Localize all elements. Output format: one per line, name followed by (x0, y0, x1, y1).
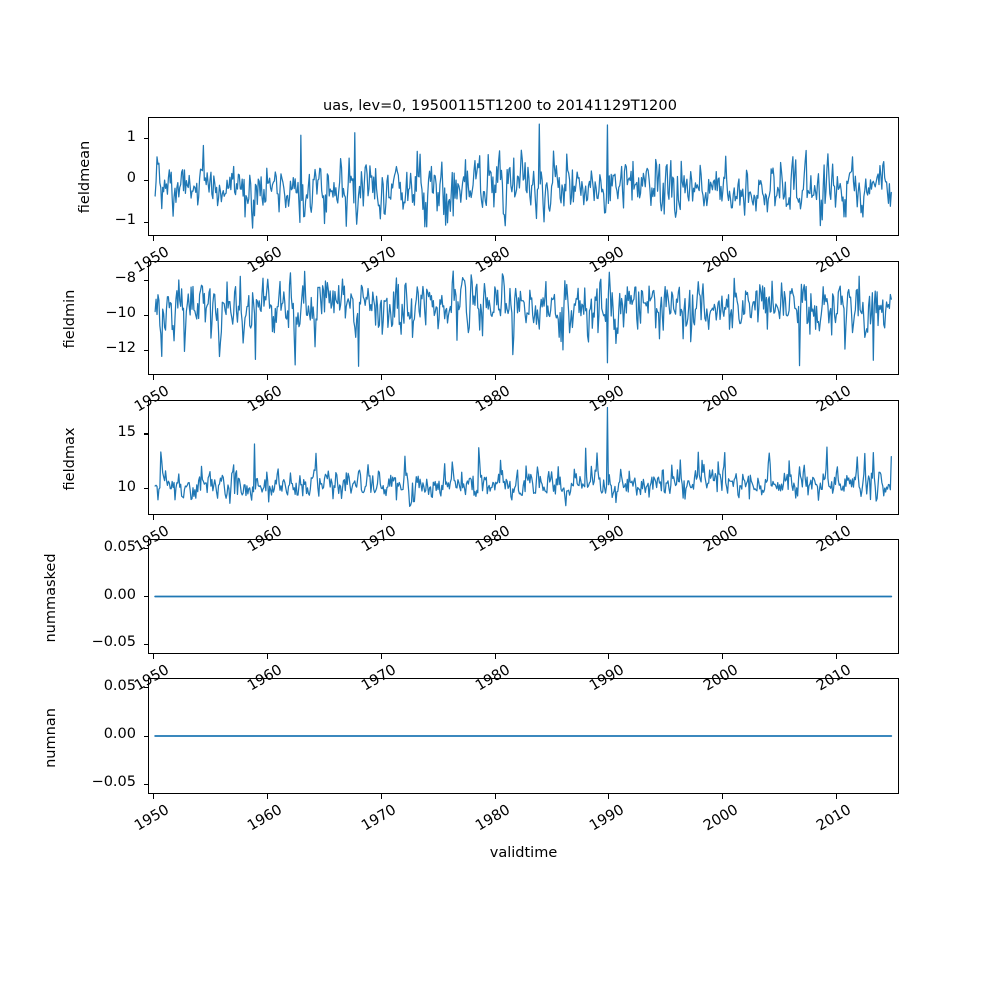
x-tick-mark (608, 375, 610, 380)
subplot-fieldmin (148, 261, 899, 375)
y-tick-label: 0 (126, 170, 136, 187)
x-tick-mark (494, 515, 496, 520)
y-tick-label: −1 (114, 212, 136, 229)
y-tick-mark (143, 735, 148, 737)
y-tick-mark (143, 314, 148, 316)
x-tick-mark (835, 794, 837, 799)
x-tick-mark (722, 654, 724, 659)
x-tick-mark (608, 794, 610, 799)
x-tick-mark (266, 654, 269, 659)
x-tick-mark (380, 515, 382, 520)
x-tick-mark (722, 794, 724, 799)
numnan-line-plot (149, 679, 898, 793)
y-tick-label: 10 (117, 478, 136, 495)
subplot-numnan (148, 678, 899, 794)
y-tick-mark (143, 221, 148, 223)
figure-title: uas, lev=0, 19500115T1200 to 20141129T12… (322, 98, 678, 114)
fieldmean-series (155, 124, 891, 228)
x-tick-mark (380, 236, 382, 241)
subplot-fieldmax (148, 400, 899, 515)
y-tick-mark (143, 179, 148, 182)
y-tick-label: 1 (126, 128, 136, 145)
y-tick-label: 0.05 (103, 677, 136, 694)
x-tick-mark (153, 515, 155, 520)
x-tick-mark (835, 515, 837, 520)
x-tick-mark (153, 375, 155, 380)
x-tick-mark (608, 515, 610, 520)
x-tick-mark (153, 794, 155, 799)
x-tick-mark (835, 375, 837, 380)
x-tick-mark (153, 654, 155, 659)
x-tick-mark (494, 375, 496, 380)
x-tick-mark (153, 236, 155, 241)
y-tick-label: 0.00 (103, 586, 136, 603)
x-tick-mark (835, 236, 837, 241)
ylabel-fieldmax: fieldmax (62, 427, 78, 491)
y-tick-mark (143, 687, 148, 689)
x-tick-mark (494, 794, 496, 799)
y-tick-label: 0.00 (103, 726, 136, 742)
nummasked-line-plot (149, 540, 898, 653)
x-tick-mark (494, 654, 496, 659)
x-tick-mark (835, 654, 837, 659)
y-tick-mark (143, 783, 148, 785)
x-tick-mark (266, 515, 269, 520)
x-tick-mark (266, 375, 269, 380)
xlabel: validtime (489, 845, 558, 861)
fieldmin-series (155, 271, 891, 366)
y-tick-mark (143, 643, 148, 645)
y-tick-mark (143, 349, 148, 352)
x-tick-mark (380, 794, 382, 799)
x-tick-mark (722, 236, 724, 241)
fieldmean-line-plot (149, 118, 898, 235)
x-tick-mark (722, 375, 724, 380)
y-tick-label: −8 (114, 270, 136, 287)
fieldmax-line-plot (149, 401, 898, 514)
fieldmax-series (155, 407, 891, 506)
subplot-nummasked (148, 539, 899, 654)
x-tick-mark (722, 515, 724, 520)
x-tick-mark (608, 654, 610, 659)
x-tick-mark (608, 236, 610, 241)
y-tick-mark (143, 138, 148, 140)
y-tick-label: −0.05 (91, 634, 136, 651)
x-tick-mark (266, 794, 269, 799)
y-tick-label: −10 (105, 305, 136, 322)
fieldmin-line-plot (149, 262, 898, 374)
x-tick-mark (266, 236, 269, 241)
y-tick-label: −0.05 (91, 774, 136, 791)
x-tick-mark (494, 236, 496, 241)
x-tick-mark (380, 375, 382, 380)
y-tick-mark (143, 488, 148, 490)
y-tick-mark (143, 596, 148, 598)
x-tick-mark (380, 654, 382, 659)
y-tick-mark (143, 548, 148, 550)
y-tick-mark (143, 279, 148, 281)
y-tick-label: −12 (105, 340, 136, 357)
y-tick-mark (143, 433, 148, 435)
y-tick-label: 0.05 (103, 538, 136, 555)
y-tick-label: 15 (117, 423, 136, 440)
subplot-fieldmean (148, 117, 899, 236)
